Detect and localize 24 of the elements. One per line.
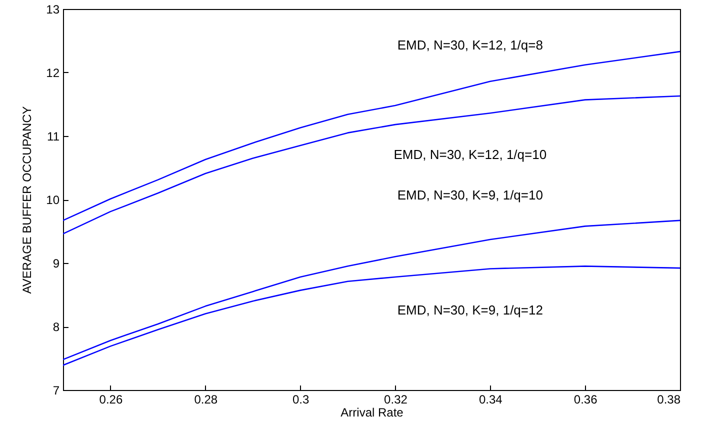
y-tick-label: 7 xyxy=(52,384,60,398)
y-tick-label: 8 xyxy=(52,320,60,334)
x-tick-label: 0.38 xyxy=(657,392,681,406)
line-series xyxy=(63,266,680,366)
series-label: EMD, N=30, K=12, 1/q=10 xyxy=(394,147,547,162)
y-axis-title: AVERAGE BUFFER OCCUPANCY xyxy=(20,106,34,294)
series-label: EMD, N=30, K=12, 1/q=8 xyxy=(397,37,543,52)
line-series xyxy=(63,50,680,222)
x-tick-label: 0.36 xyxy=(574,392,598,406)
y-tick-label: 11 xyxy=(47,130,60,144)
x-tick-label: 0.26 xyxy=(99,392,123,406)
x-tick-label: 0.3 xyxy=(292,392,310,406)
line-series xyxy=(63,95,680,234)
line-series xyxy=(63,220,680,360)
text: EMD, N=30, K=9, 1/q=10 xyxy=(397,188,543,203)
y-tick-label: 12 xyxy=(46,66,60,80)
series-label: EMD, N=30, K=9, 1/q=12 xyxy=(397,302,543,318)
y-tick-label: 9 xyxy=(52,256,60,270)
y-tick-label: 10 xyxy=(46,193,60,207)
x-tick-label: 0.28 xyxy=(194,392,218,406)
x-axis-title: Arrival Rate xyxy=(340,406,404,420)
x-tick-label: 0.34 xyxy=(478,392,503,406)
x-tick-label: 0.32 xyxy=(384,392,408,406)
y-tick-label: 13 xyxy=(46,2,60,16)
